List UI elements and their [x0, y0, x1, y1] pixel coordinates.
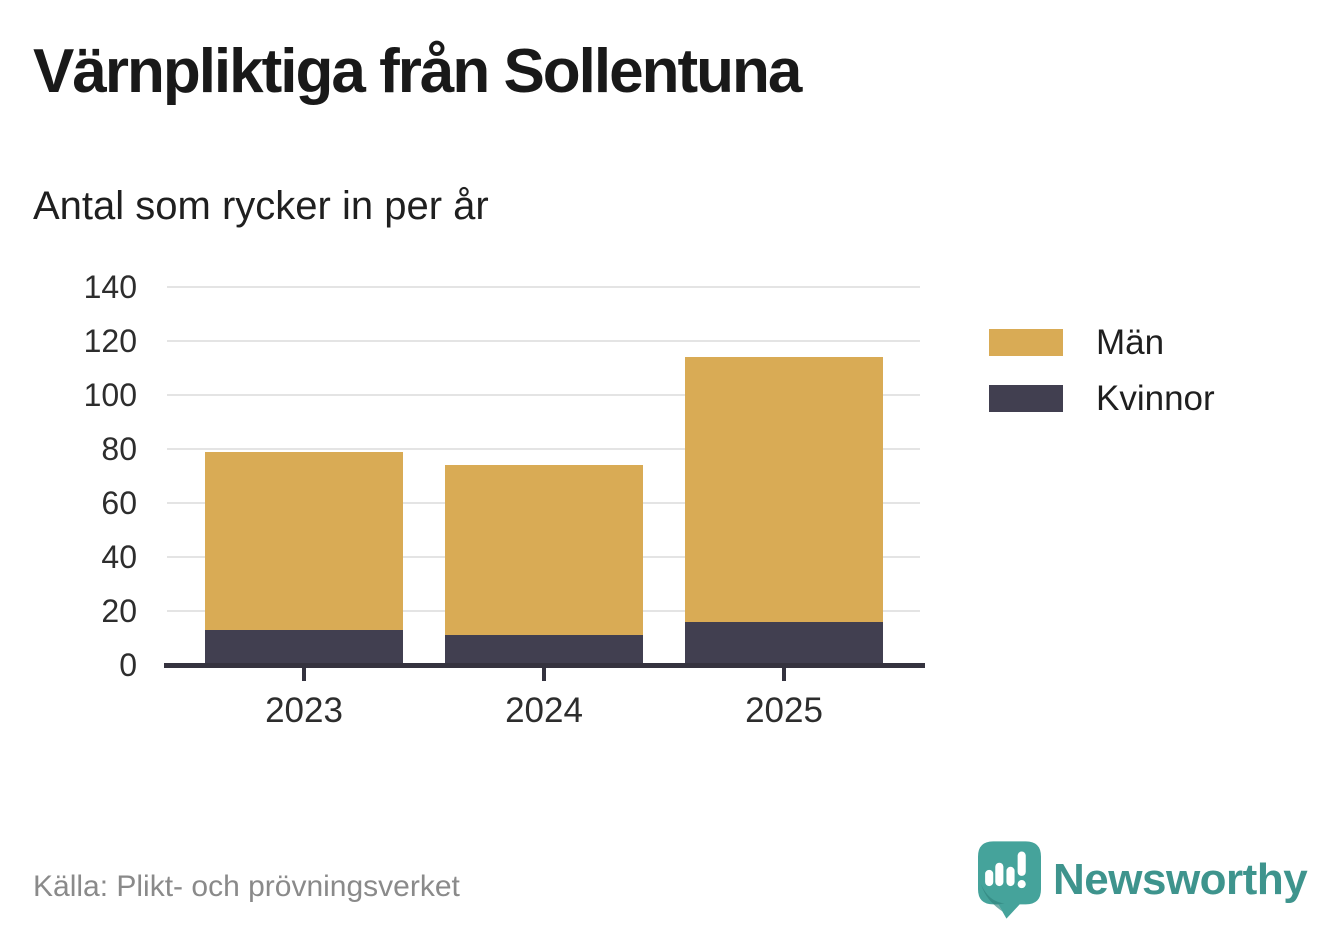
- y-tick-label-60: 60: [101, 485, 137, 521]
- y-tick-label-80: 80: [101, 431, 137, 467]
- legend-item-women: Kvinnor: [989, 379, 1215, 418]
- y-tick-label-0: 0: [119, 647, 137, 683]
- x-tick-2024: [542, 668, 546, 681]
- gridline-80: [167, 448, 920, 450]
- brand-name: Newsworthy: [1053, 855, 1308, 904]
- bar-män-2024: [445, 465, 643, 636]
- y-tick-label-140: 140: [83, 269, 137, 305]
- brand-lockup: Newsworthy: [978, 841, 1308, 919]
- legend-label-women: Kvinnor: [1096, 378, 1215, 418]
- chart-title: Värnpliktiga från Sollentuna: [33, 37, 802, 106]
- legend-swatch-women: [989, 385, 1063, 412]
- chart-subtitle: Antal som rycker in per år: [33, 184, 489, 228]
- source-attribution: Källa: Plikt- och prövningsverket: [33, 870, 460, 903]
- y-tick-label-100: 100: [83, 377, 137, 413]
- x-tick-2025: [782, 668, 786, 681]
- x-tick-2023: [302, 668, 306, 681]
- legend: Män Kvinnor: [989, 323, 1215, 441]
- y-tick-label-120: 120: [83, 323, 137, 359]
- bar-kvinnor-2025: [685, 621, 883, 665]
- y-tick-label-20: 20: [101, 593, 137, 629]
- gridline-140: [167, 286, 920, 288]
- newsworthy-logo-icon: [978, 841, 1041, 919]
- gridline-100: [167, 394, 920, 396]
- legend-item-men: Män: [989, 323, 1215, 362]
- x-axis-line: [164, 663, 925, 668]
- bar-män-2023: [205, 451, 403, 630]
- bar-kvinnor-2023: [205, 629, 403, 665]
- plot-area: 0 20 40 60 80 100 120 140 2023 2024 2025: [84, 269, 925, 730]
- bar-kvinnor-2024: [445, 635, 643, 665]
- x-tick-label-2023: 2023: [265, 691, 343, 730]
- bar-män-2025: [685, 357, 883, 622]
- legend-label-men: Män: [1096, 322, 1165, 362]
- x-tick-label-2024: 2024: [505, 691, 583, 730]
- y-tick-label-40: 40: [101, 539, 137, 575]
- x-tick-label-2025: 2025: [745, 691, 823, 730]
- gridline-120: [167, 340, 920, 342]
- legend-swatch-men: [989, 329, 1063, 356]
